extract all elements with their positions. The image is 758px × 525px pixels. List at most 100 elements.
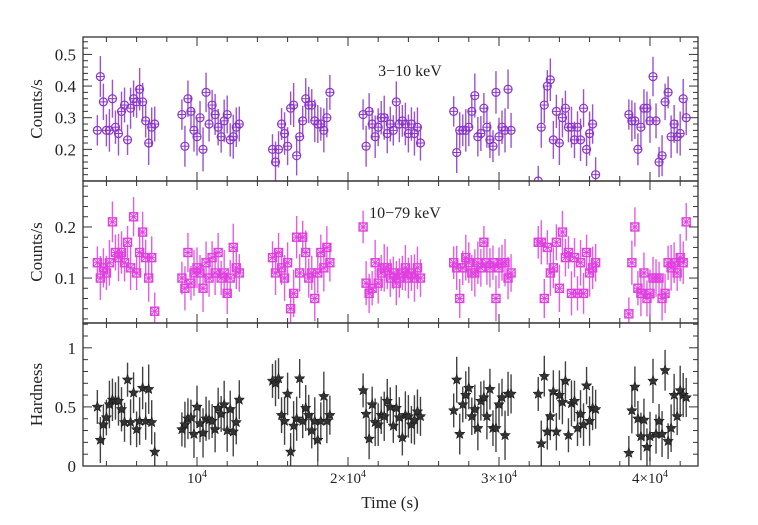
square-marker-cross: [225, 273, 235, 283]
data-point: [581, 132, 592, 167]
star-marker: [224, 403, 237, 415]
data-point: [557, 210, 568, 254]
square-marker: [310, 293, 320, 304]
data-point: [415, 125, 426, 161]
circle-marker: [204, 119, 214, 129]
data-point: [548, 247, 559, 289]
square-marker: [391, 278, 402, 288]
data-point: [183, 232, 193, 273]
square-marker-cross: [539, 294, 549, 303]
data-point: [550, 413, 563, 451]
square-marker: [207, 252, 217, 263]
data-point: [455, 278, 465, 319]
square-marker-cross: [455, 294, 465, 303]
square-marker: [134, 247, 145, 258]
circle-marker: [588, 119, 598, 129]
square-marker: [186, 278, 196, 288]
square-marker: [636, 288, 646, 299]
data-point: [282, 127, 293, 166]
circle-marker: [554, 138, 564, 148]
star-marker: [272, 372, 285, 384]
data-point: [538, 355, 551, 397]
square-marker: [581, 247, 592, 258]
y-axis-label: Hardness: [27, 363, 46, 426]
square-marker-cross: [579, 289, 588, 298]
circle-marker: [488, 141, 498, 151]
star-marker: [290, 412, 303, 424]
data-point: [560, 90, 571, 126]
square-marker-cross: [639, 268, 649, 278]
square-marker: [119, 258, 130, 268]
square-marker-cross: [147, 253, 157, 262]
square-marker: [267, 252, 278, 263]
x-tick-exponent: 4: [512, 469, 517, 480]
star-marker: [188, 427, 200, 440]
y-tick-label: 0.5: [55, 398, 76, 417]
data-point: [148, 432, 161, 466]
star-marker: [674, 384, 687, 396]
data-point: [363, 418, 376, 460]
data-point: [449, 96, 459, 127]
y-tick-label: 0: [68, 457, 77, 476]
star-marker: [91, 400, 104, 413]
x-tick-label: 104: [187, 469, 207, 487]
circle-marker: [279, 128, 290, 139]
square-marker-cross: [555, 283, 564, 293]
data-point: [588, 104, 598, 144]
data-point: [402, 395, 415, 438]
star-marker: [632, 412, 644, 424]
data-point: [680, 377, 693, 418]
star-marker: [233, 393, 246, 405]
star-marker: [625, 404, 638, 416]
data-point: [322, 97, 332, 138]
circle-marker: [282, 141, 293, 151]
square-marker: [473, 258, 483, 268]
y-tick-label: 0.2: [55, 140, 76, 159]
circle-marker: [663, 87, 673, 97]
data-point: [222, 272, 232, 314]
data-point: [575, 239, 586, 286]
circle-marker: [150, 119, 160, 129]
star-marker: [659, 364, 671, 376]
square-marker: [210, 268, 220, 278]
circle-marker: [651, 116, 661, 126]
data-point: [462, 366, 475, 410]
data-point: [505, 374, 517, 414]
square-marker: [358, 222, 368, 232]
square-marker: [624, 309, 634, 319]
data-point: [288, 269, 299, 318]
square-marker-cross: [183, 248, 193, 257]
circle-marker: [557, 113, 568, 123]
x-tick-base: 2×10: [330, 471, 361, 487]
data-point: [388, 115, 398, 146]
data-point: [201, 241, 211, 284]
data-point: [233, 380, 246, 420]
circle-marker: [678, 94, 688, 104]
star-marker: [323, 408, 336, 421]
star-marker: [357, 384, 369, 396]
star-marker: [456, 398, 469, 410]
data-point: [551, 224, 562, 261]
square-marker: [461, 252, 471, 263]
data-point: [578, 272, 589, 314]
square-marker-cross: [624, 309, 634, 319]
data-point: [122, 124, 133, 156]
circle-marker: [467, 106, 477, 116]
star-marker: [468, 403, 481, 415]
circle-marker: [551, 106, 561, 116]
data-point: [273, 232, 284, 273]
star-marker: [136, 381, 149, 393]
data-point: [678, 78, 688, 119]
x-tick-exponent: 4: [202, 469, 207, 480]
data-point: [218, 380, 231, 429]
data-point: [448, 246, 459, 280]
circle-marker: [298, 116, 308, 126]
circle-marker: [412, 122, 423, 132]
circle-marker: [642, 103, 652, 113]
data-point: [639, 252, 649, 294]
data-point: [625, 387, 638, 434]
square-marker: [406, 268, 417, 278]
data-point: [134, 229, 145, 276]
data-point: [568, 380, 581, 422]
circle-marker: [581, 144, 592, 154]
